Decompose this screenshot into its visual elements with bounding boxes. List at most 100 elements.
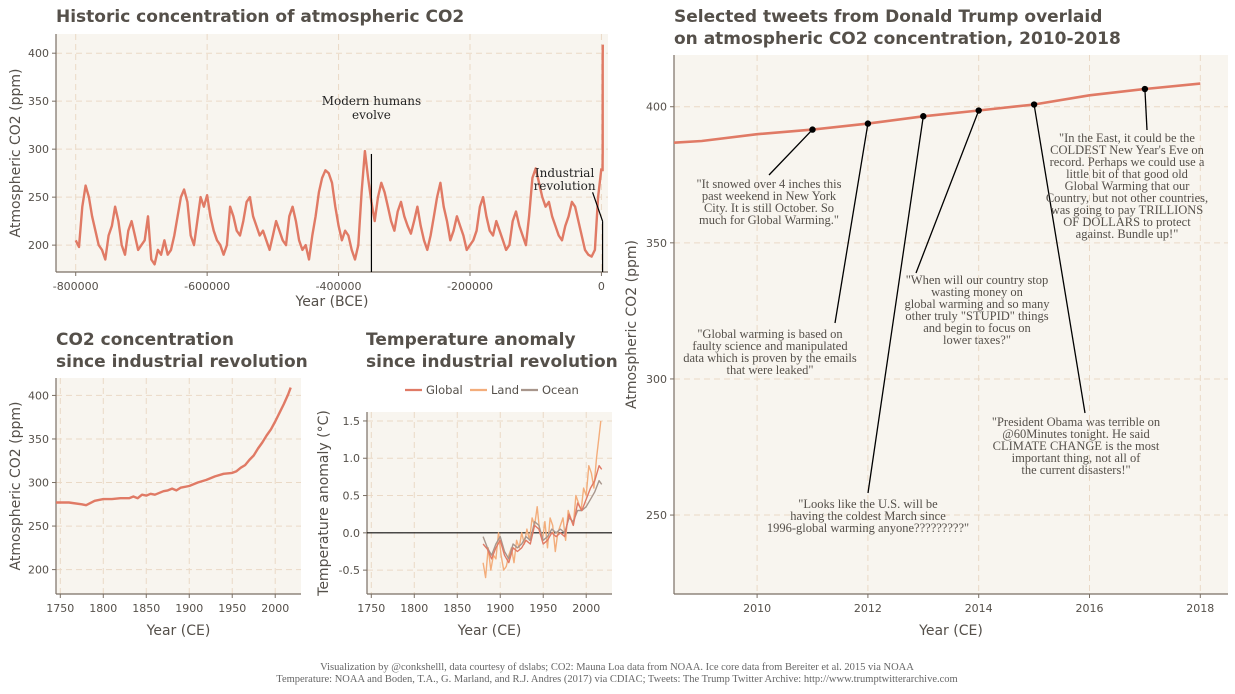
y-tick-label: 250: [646, 509, 667, 522]
series-global: [482, 465, 603, 564]
y-tick-label: 400: [28, 47, 49, 60]
chart-title: since industrial revolution: [366, 352, 618, 372]
y-tick-label: 300: [646, 373, 667, 386]
y-axis-title: Atmospheric CO2 (ppm): [8, 402, 24, 571]
tweet-text: was going to pay TRILLIONS: [1051, 203, 1204, 217]
panel-historic: -800000 -600000 -400000 -200000 0 200 250 300 35…: [8, 7, 608, 310]
y-tick-label: -0.5: [339, 564, 360, 577]
x-tick-label: 1950: [529, 602, 557, 615]
chart-title: Historic concentration of atmospheric CO…: [56, 7, 464, 27]
x-tick-label: 2014: [965, 602, 993, 615]
plot-background: [56, 34, 608, 272]
y-tick-label: 250: [28, 191, 49, 204]
source-caption: Temperature: NOAA and Boden, T.A., G. Ma…: [276, 674, 957, 685]
tweet-text: "Global warming is based on: [697, 327, 843, 341]
x-tick-label: 2012: [854, 602, 882, 615]
y-tick-label: 300: [28, 477, 49, 490]
annotation-label: Industrial: [535, 166, 595, 180]
x-tick-label: 1900: [486, 602, 514, 615]
x-axis-title: Year (CE): [918, 623, 983, 639]
legend-label: Ocean: [542, 383, 579, 397]
panel-temperature: 1750 1800 1850 1900 1950 2000 -0.5 0.0 0.5 1.0 1.5…: [316, 330, 618, 639]
tweet-text: important thing, not all of: [1012, 451, 1142, 465]
tweet-text: "When will our country stop: [906, 273, 1049, 287]
y-tick-label: 350: [646, 237, 667, 250]
y-tick-label: 200: [28, 239, 49, 252]
tweet-text: "It snowed over 4 inches this: [696, 177, 841, 191]
legend-label: Global: [426, 383, 463, 397]
tweet-text: OF DOLLARS to protect: [1063, 215, 1191, 229]
x-tick-label: 1950: [218, 602, 246, 615]
y-tick-label: 300: [28, 143, 49, 156]
x-tick-label: 0: [598, 280, 605, 293]
tweet-leader: [867, 116, 924, 494]
tweet-text: and begin to focus on: [923, 321, 1031, 335]
chart-title: Temperature anomaly: [366, 330, 576, 350]
x-tick-label: 2000: [261, 602, 289, 615]
plot-background: [56, 378, 301, 594]
x-tick-label: 1800: [400, 602, 428, 615]
tweet-text: record. Perhaps we could use a: [1050, 155, 1205, 169]
x-tick-label: 2016: [1076, 602, 1104, 615]
x-tick-label: 1850: [443, 602, 471, 615]
y-axis-title: Atmospheric CO2 (ppm): [8, 69, 24, 238]
y-tick-label: 0.5: [343, 490, 361, 503]
tweet-text: COLDEST New Year's Eve on: [1050, 143, 1204, 157]
tweet-text: against. Bundle up!": [1076, 227, 1179, 241]
tweet-text: @60Minutes tonight. He said: [1002, 427, 1150, 441]
y-tick-label: 1.0: [343, 452, 361, 465]
annotation-label: evolve: [352, 108, 391, 122]
chart-title: since industrial revolution: [56, 352, 308, 372]
tweet-text: "President Obama was terrible on: [992, 415, 1161, 429]
tweet-leader: [915, 110, 980, 274]
tweet-text: having the coldest March since: [790, 509, 946, 523]
tweet-text: 1996-global warming anyone?????????": [767, 521, 969, 535]
tweet-text: Country, but not other countries,: [1046, 191, 1208, 205]
tweet-text: other truly "STUPID" things: [905, 309, 1048, 323]
tweet-text: Global Warming that our: [1065, 179, 1191, 193]
tweet-text: the current disasters!": [1021, 463, 1130, 477]
chart-title: CO2 concentration: [56, 330, 234, 350]
x-tick-label: 2010: [743, 602, 771, 615]
tweet-text: global warming and so many: [904, 297, 1050, 311]
panel-co2-industrial: 1750 1800 1850 1900 1950 2000 200 250 300 350 400 C…: [8, 330, 308, 639]
co2-line: [56, 387, 292, 507]
tweet-leader: [1033, 104, 1086, 414]
y-tick-label: 350: [28, 433, 49, 446]
chart-title: Selected tweets from Donald Trump overla…: [674, 7, 1102, 27]
x-tick-label: -800000: [53, 280, 99, 293]
annotation-label: revolution: [534, 179, 596, 193]
x-tick-label: 1900: [175, 602, 203, 615]
x-tick-label: 1750: [357, 602, 385, 615]
annotation-label: Modern humans: [322, 94, 421, 108]
tweet-point: [920, 113, 927, 120]
x-axis-title: Year (BCE): [295, 294, 369, 310]
x-axis-title: Year (CE): [457, 623, 522, 639]
x-axis-title: Year (CE): [146, 623, 211, 639]
tweet-text: much for Global Warming.": [699, 213, 839, 227]
tweet-point: [809, 126, 816, 133]
tweet-leader: [768, 129, 813, 176]
tweet-text: faulty science and manipulated: [692, 339, 848, 353]
x-tick-label: 1850: [132, 602, 160, 615]
tweet-text: little bit of that good old: [1066, 167, 1189, 181]
source-caption: Visualization by @conkshelll, data court…: [320, 662, 914, 673]
x-tick-label: -400000: [316, 280, 362, 293]
y-axis-title: Temperature anomaly (°C): [316, 410, 332, 597]
plot-background: [674, 55, 1228, 594]
tweet-point: [864, 120, 872, 127]
tweet-text: lower taxes?": [943, 333, 1011, 347]
x-tick-label: -600000: [184, 280, 230, 293]
x-tick-label: 1800: [89, 602, 117, 615]
tweet-text: past weekend in New York: [702, 189, 837, 203]
y-tick-label: 350: [28, 95, 49, 108]
y-tick-label: 0.0: [343, 527, 361, 540]
tweet-leader: [834, 123, 869, 324]
x-tick-label: -200000: [447, 280, 493, 293]
tweet-point: [975, 107, 982, 114]
chart-title: on atmospheric CO2 concentration, 2010-2…: [674, 29, 1121, 49]
series-ocean: [482, 479, 603, 560]
tweet-text: "In the East, it could be the: [1059, 131, 1195, 145]
tweet-leader: [1144, 88, 1148, 131]
